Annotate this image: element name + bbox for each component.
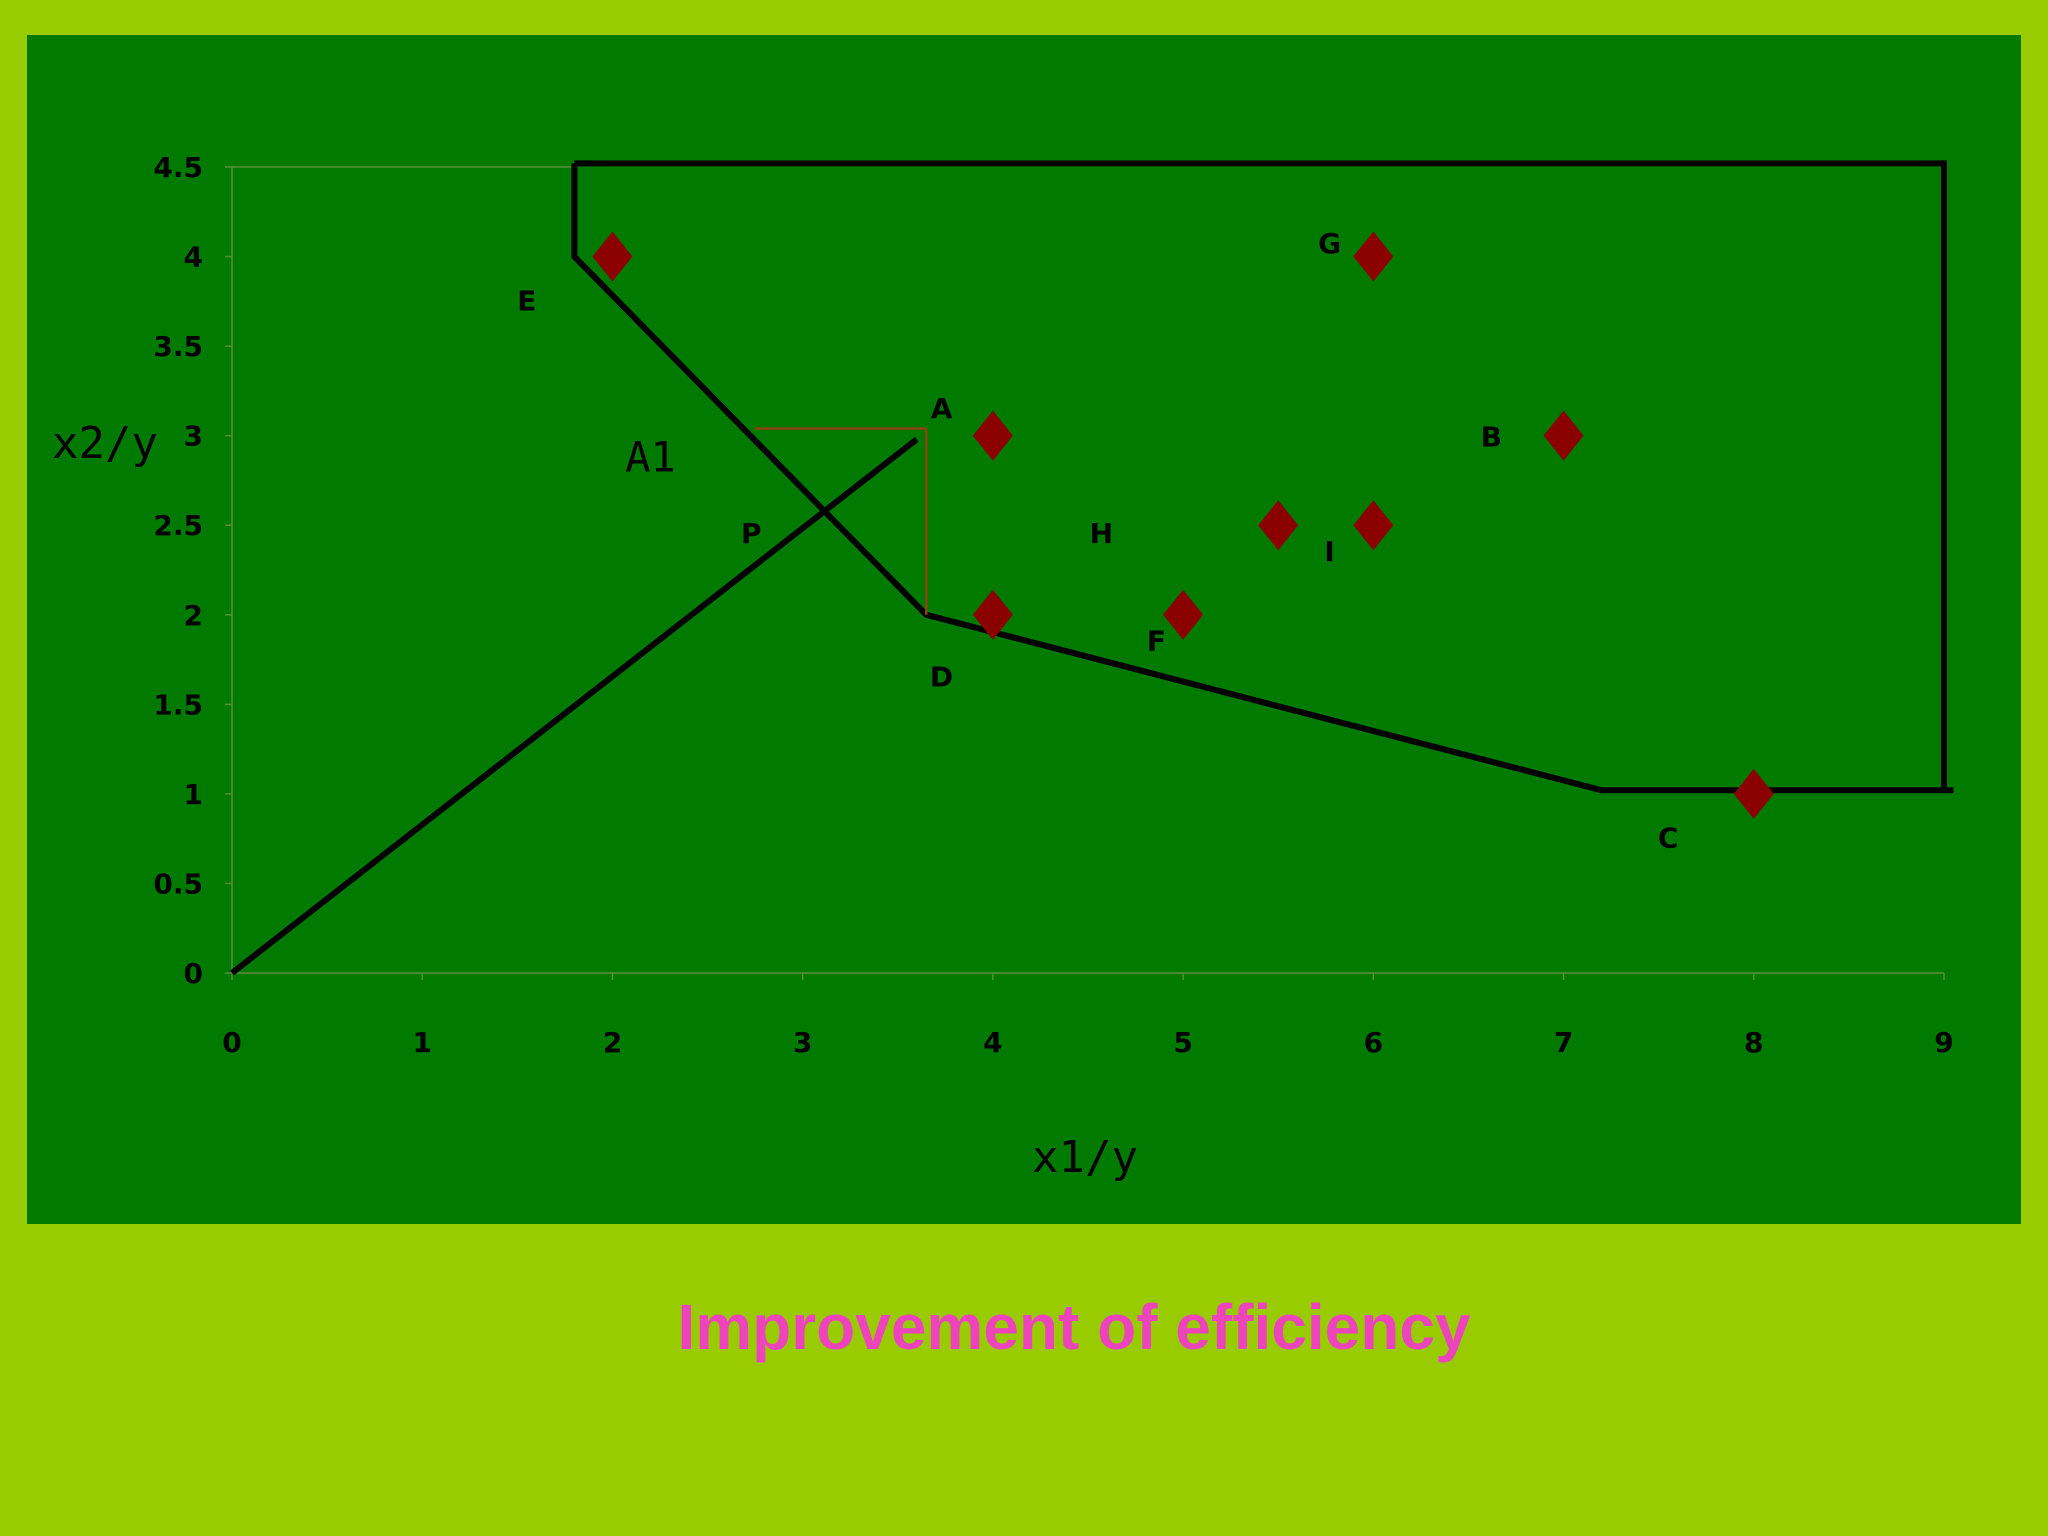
x-tick-label: 5 <box>1173 1026 1192 1059</box>
x-tick-label: 6 <box>1364 1026 1383 1059</box>
enclosure-line <box>574 160 1947 791</box>
x-tick-label: 9 <box>1934 1026 1953 1059</box>
y-tick-label: 3 <box>184 420 203 453</box>
y-tick-label: 0 <box>184 957 203 990</box>
data-point-marker <box>1258 500 1299 551</box>
origin-ray-line <box>230 436 919 976</box>
x-tick-label: 7 <box>1554 1026 1573 1059</box>
axes: 0 1 2 3 4 5 6 7 8 9 0 0.5 1 1.5 2 2.5 3 3.5 4 4.5 <box>153 151 1953 1059</box>
data-point-marker <box>1353 231 1394 282</box>
point-label-f: F <box>1147 625 1166 658</box>
efficiency-frontier-line <box>571 163 1954 794</box>
data-point-marker <box>1163 589 1204 640</box>
data-point-marker <box>972 589 1013 640</box>
data-point-marker <box>972 410 1013 461</box>
point-label-g: G <box>1318 227 1341 260</box>
x-axis-title: x1/y <box>1032 1132 1138 1183</box>
point-label-p: P <box>741 517 762 550</box>
slide-caption: Improvement of efficiency <box>677 1291 1471 1363</box>
annotation-a1-label: A1 <box>625 432 676 481</box>
y-tick-label: 1 <box>184 778 203 811</box>
y-tick-label: 2 <box>184 599 203 632</box>
x-tick-label: 8 <box>1744 1026 1763 1059</box>
x-tick-label: 2 <box>603 1026 622 1059</box>
point-label-h: H <box>1090 517 1113 550</box>
point-label-c: C <box>1658 822 1679 855</box>
y-tick-label: 0.5 <box>153 867 203 900</box>
data-point-marker <box>1733 768 1774 819</box>
point-label-e: E <box>517 284 536 317</box>
y-tick-label: 1.5 <box>153 688 203 721</box>
x-tick-label: 3 <box>793 1026 812 1059</box>
y-tick-label: 2.5 <box>153 509 203 542</box>
point-labels: E A P H I G B F D C A1 <box>517 227 1678 855</box>
y-tick-label: 4.5 <box>153 151 203 184</box>
data-markers <box>592 231 1774 819</box>
plot-panel <box>27 35 2021 1224</box>
x-tick-label: 4 <box>983 1026 1002 1059</box>
data-point-marker <box>1353 500 1394 551</box>
data-point-marker <box>1543 410 1584 461</box>
y-tick-label: 4 <box>184 241 203 274</box>
point-label-a: A <box>931 392 953 425</box>
x-tick-label: 0 <box>222 1026 241 1059</box>
point-label-b: B <box>1481 420 1502 453</box>
x-tick-label: 1 <box>412 1026 431 1059</box>
point-label-i: I <box>1324 535 1334 568</box>
point-label-d: D <box>930 660 953 693</box>
y-axis-title: x2/y <box>52 418 158 469</box>
data-point-marker <box>592 231 633 282</box>
chart-lines <box>230 160 1954 976</box>
y-tick-label: 3.5 <box>153 330 203 363</box>
